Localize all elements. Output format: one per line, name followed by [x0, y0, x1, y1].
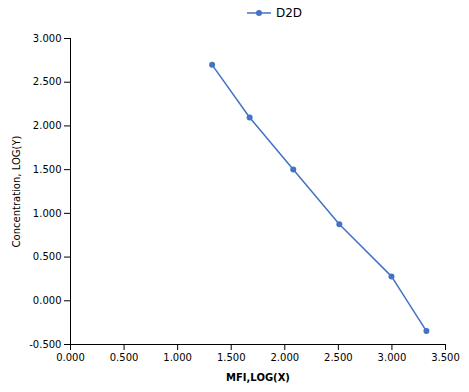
svg-text:3.000: 3.000: [378, 352, 407, 363]
svg-text:0.500: 0.500: [33, 251, 62, 262]
svg-text:3.000: 3.000: [33, 33, 62, 44]
svg-text:2.500: 2.500: [324, 352, 353, 363]
svg-text:1.500: 1.500: [217, 352, 246, 363]
svg-text:0.000: 0.000: [56, 352, 85, 363]
svg-text:2.000: 2.000: [33, 120, 62, 131]
svg-text:1.000: 1.000: [163, 352, 192, 363]
svg-text:0.000: 0.000: [33, 295, 62, 306]
svg-text:3.500: 3.500: [431, 352, 460, 363]
svg-text:2.500: 2.500: [33, 76, 62, 87]
svg-text:MFI,LOG(X): MFI,LOG(X): [226, 372, 290, 383]
svg-text:2.000: 2.000: [270, 352, 299, 363]
svg-text:1.500: 1.500: [33, 164, 62, 175]
svg-text:1.000: 1.000: [33, 208, 62, 219]
svg-text:-0.500: -0.500: [29, 339, 61, 350]
svg-text:Concentration, LOG(Y): Concentration, LOG(Y): [11, 135, 22, 247]
svg-text:0.500: 0.500: [110, 352, 139, 363]
html-text:D2D: D2D: [275, 6, 303, 20]
